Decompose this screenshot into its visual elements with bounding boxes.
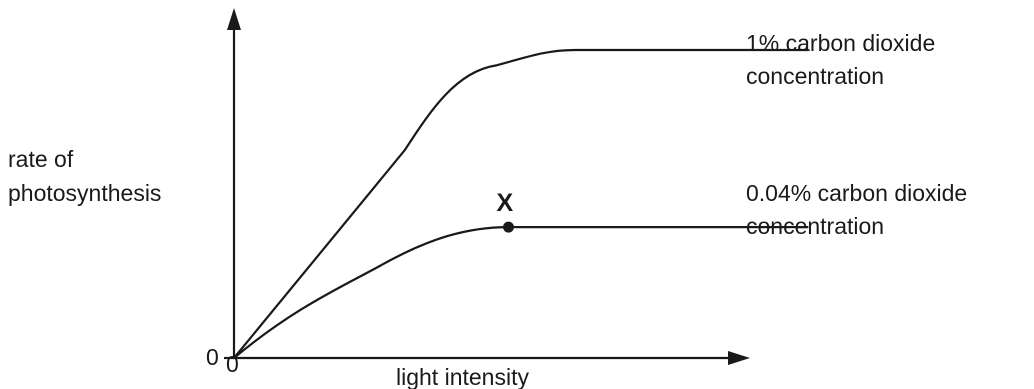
x-axis-label: light intensity: [396, 364, 529, 389]
series-2-label-line-1: 0.04% carbon dioxide: [746, 180, 967, 206]
y-origin-label: 0: [206, 344, 219, 370]
series-1-label-line-2: concentration: [746, 63, 884, 89]
point-x-marker: [503, 221, 514, 233]
y-axis-label-line-2: photosynthesis: [8, 180, 161, 206]
x-axis-arrowhead: [728, 351, 750, 365]
y-axis-label-line-1: rate of: [8, 146, 74, 172]
y-axis-arrowhead: [227, 8, 241, 30]
point-x-label: X: [497, 189, 514, 217]
curve-0-04-percent-co2: [232, 226, 809, 360]
curve-1-percent-co2: [232, 48, 809, 360]
series-1-label-line-1: 1% carbon dioxide: [746, 30, 935, 56]
series-2-label-line-2: concentration: [746, 213, 884, 239]
